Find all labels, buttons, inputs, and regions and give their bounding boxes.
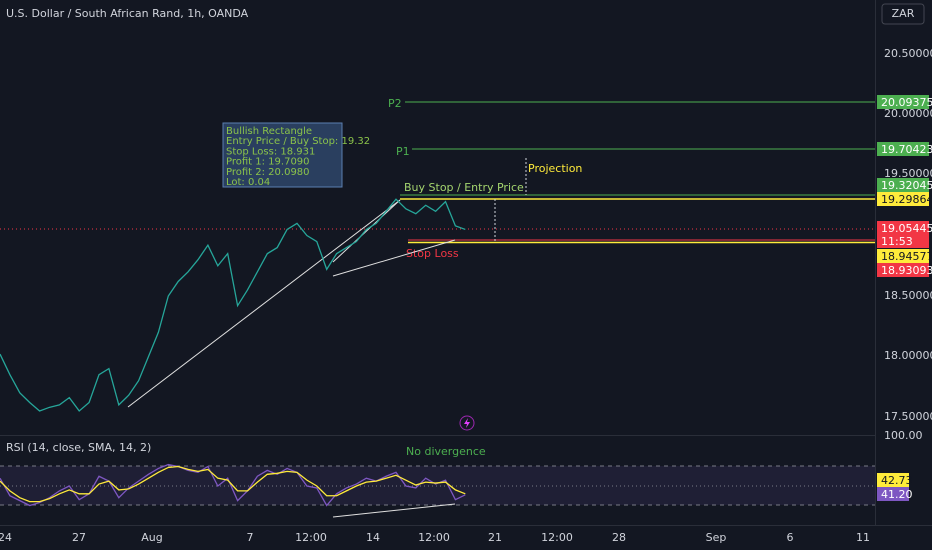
time-label: 12:00 [541,531,573,544]
info-line: Bullish Rectangle [226,126,312,137]
rsi-label: RSI (14, close, SMA, 14, 2) [6,441,151,454]
price-tag-label: 11:53 [881,235,913,248]
rsi-sma-line [0,465,466,503]
rsi-tag [877,487,909,501]
rsi-tag-label: 42.73 [881,474,913,487]
time-label: 12:00 [295,531,327,544]
p2-label: P2 [388,97,402,110]
price-tick-label: 19.50000 [884,167,932,180]
trend-line [332,199,401,263]
price-tick-label: 20.50000 [884,47,932,60]
price-tag-label: 19.05445 [881,222,932,235]
time-label: 21 [488,531,502,544]
info-line: Profit 1: 19.7090 [226,157,310,168]
time-label: 28 [612,531,626,544]
rsi-tag-label: 41.20 [881,488,913,501]
time-label: 24 [0,531,12,544]
price-line [0,198,466,412]
trend-line [332,239,456,277]
price-tick-label: 17.50000 [884,410,932,423]
rsi-top-label: 100.00 [884,429,923,442]
info-line: Lot: 0.04 [226,177,270,188]
no-divergence-label: No divergence [406,445,486,458]
buy-stop-label: Buy Stop / Entry Price [404,181,524,194]
price-tag [877,178,929,192]
divergence-line [332,503,456,518]
info-line: Stop Loss: 18.931 [226,146,315,157]
chart-title: U.S. Dollar / South African Rand, 1h, OA… [6,7,249,20]
price-tag [877,192,929,206]
price-tag-label: 19.29864 [881,193,932,206]
price-tick-label: 18.00000 [884,349,932,362]
time-label: 7 [247,531,254,544]
info-line: Entry Price / Buy Stop: 19.32 [226,136,370,147]
price-tag-label: 20.09375 [881,96,932,109]
info-box [222,122,343,188]
projection-label: Projection [528,162,582,175]
time-label: 11 [856,531,870,544]
trend-line [127,199,401,408]
price-tag [877,234,929,248]
price-tag-label: 19.70423 [881,143,932,156]
price-tag-label: 19.32045 [881,179,932,192]
currency-box[interactable] [881,3,925,25]
stop-loss-label: Stop Loss [406,247,459,260]
p1-label: P1 [396,145,410,158]
price-tag [877,263,929,277]
info-line: Profit 2: 20.0980 [226,167,310,178]
price-tag-label: 18.94577 [881,250,932,263]
price-tag [877,249,929,263]
price-tag [877,95,929,109]
price-tag [877,221,929,235]
flash-icon[interactable] [459,415,475,431]
time-label: 12:00 [418,531,450,544]
time-label: 27 [72,531,86,544]
flash-icon-glyph [464,418,470,428]
time-label: 6 [787,531,794,544]
rsi-band [0,466,875,505]
price-tag-label: 18.93093 [881,264,932,277]
price-tag [877,142,929,156]
price-tick-label: 18.50000 [884,289,932,302]
time-label: Sep [706,531,727,544]
rsi-line [0,463,466,507]
time-label: Aug [141,531,162,544]
price-tick-label: 20.00000 [884,107,932,120]
currency[interactable]: ZAR [892,7,915,20]
rsi-tag [877,473,909,487]
time-label: 14 [366,531,380,544]
